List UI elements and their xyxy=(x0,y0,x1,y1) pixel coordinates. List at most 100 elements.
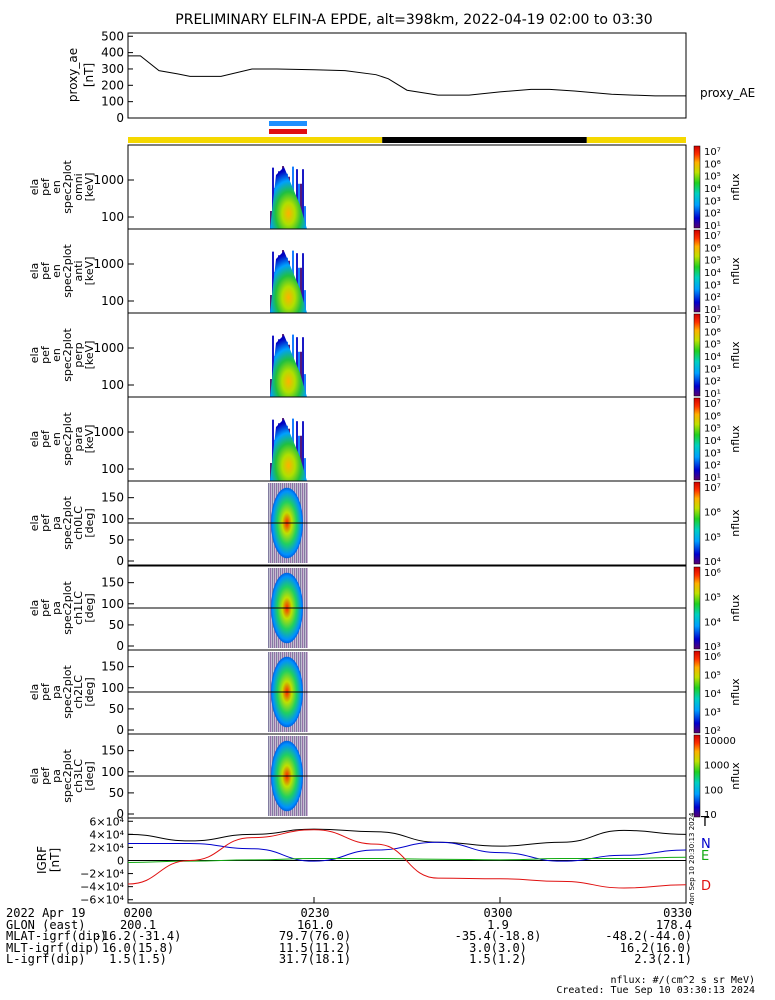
panel-pa_ch0LC: 0 50 100 150 xyxy=(101,480,687,568)
panel-frame xyxy=(127,228,687,314)
colorbar-tick-label: 10¹ xyxy=(704,305,721,316)
y-tick-label: 100 xyxy=(101,512,124,526)
footer-cell: -48.2(-44.0) xyxy=(605,929,692,943)
colorbar-tick-label: 10² xyxy=(704,377,721,388)
footer-cell: 1.5(1.5) xyxy=(109,952,167,966)
ylabel-line: ch0LC xyxy=(72,506,85,540)
colorbar-label: nflux xyxy=(729,509,742,537)
ylabel-line: ch3LC xyxy=(72,759,85,793)
y-tick-label: 0 xyxy=(116,723,124,737)
colorbar-tick-label: 10000 xyxy=(704,736,736,747)
y-tick-label: 0 xyxy=(116,807,124,821)
spectrogram-cell xyxy=(304,458,306,481)
ylabel-line: en xyxy=(50,432,63,446)
y-tick-label: 6×10⁴ xyxy=(89,815,124,828)
y-tick-label: 100 xyxy=(101,95,124,109)
colorbar-tick-label: 10⁷ xyxy=(704,399,721,410)
ylabel-line: ela xyxy=(28,684,41,701)
ylabel-line: spec2plot xyxy=(61,328,74,382)
y-tick-label: 1000 xyxy=(93,341,124,355)
colorbar-gradient xyxy=(693,566,701,650)
colorbar-tick-label: 10³ xyxy=(704,364,721,375)
y-tick-label: 4×10⁴ xyxy=(89,828,124,841)
colorbar-gradient xyxy=(693,650,701,734)
colorbar-label: nflux xyxy=(729,762,742,790)
colorbar-label: nflux xyxy=(729,341,742,369)
colorbar: 10 100 1000 10000 nflux xyxy=(693,734,742,821)
x-axis-ticks xyxy=(127,897,687,903)
figure-canvas: PRELIMINARY ELFIN-A EPDE, alt=398km, 202… xyxy=(28,12,755,905)
footer-cell: 0300 xyxy=(483,906,513,920)
colorbar-tick-label: 10³ xyxy=(704,708,721,719)
ylabel-line: pef xyxy=(39,513,52,532)
spectrogram-blob xyxy=(270,251,307,313)
footer-cell: 79.7(76.0) xyxy=(278,929,352,943)
colorbar-tick-label: 10² xyxy=(704,209,721,220)
colorbar-tick-label: 10³ xyxy=(704,642,721,653)
spectrogram-cell xyxy=(300,267,302,313)
ylabel-line: pa xyxy=(50,516,63,530)
y-tick-label: 100 xyxy=(101,210,124,224)
colorbar-tick-label: 10² xyxy=(704,461,721,472)
spectrogram-cell xyxy=(272,419,274,481)
colorbar-tick-label: 10² xyxy=(704,293,721,304)
y-tick-label: 0 xyxy=(117,855,124,868)
footer-cell: 16.2(16.0) xyxy=(619,940,692,955)
y-tick-label: 1000 xyxy=(93,257,124,271)
spectrogram-cell xyxy=(302,421,304,481)
spectrogram-cell xyxy=(302,169,304,229)
ylabel-line: ch2LC xyxy=(72,675,85,709)
y-tick-label: 50 xyxy=(109,533,124,547)
ylabel-line: pef xyxy=(39,345,52,364)
panel-en_spec_omni: 100 1000 xyxy=(93,144,687,230)
y-tick-label: 150 xyxy=(101,491,124,505)
colorbar-tick-label: 10⁶ xyxy=(704,243,721,254)
spectrogram-cell xyxy=(272,335,274,397)
collection-bar-red xyxy=(269,129,307,134)
panel-en_spec_para: 100 1000 xyxy=(93,396,687,482)
igrf-line-T xyxy=(127,828,687,847)
ylabel-line: spec2plot xyxy=(61,244,74,298)
colorbar-label: nflux xyxy=(729,173,742,201)
spectrogram-cell xyxy=(300,183,302,229)
spectrogram-cell xyxy=(304,290,306,313)
y-tick-label: 500 xyxy=(101,29,124,43)
panel-frame xyxy=(127,144,687,230)
colorbar-tick-label: 10⁷ xyxy=(704,147,721,158)
igrf-line-E xyxy=(127,856,687,863)
colorbar-tick-label: 10⁴ xyxy=(704,689,721,700)
footer-cell: 200.1 xyxy=(119,917,157,932)
y-tick-label: 0 xyxy=(116,111,124,125)
footer-cell: 161.0 xyxy=(296,917,334,932)
igrf-series-label-E: E xyxy=(701,849,709,864)
y-tick-label: 50 xyxy=(109,786,124,800)
spectrogram-cell xyxy=(300,435,302,481)
colorbar-gradient xyxy=(693,313,701,397)
ylabel-line: ela xyxy=(28,431,41,448)
spectrogram-blob xyxy=(270,335,307,397)
y-tick-label: 150 xyxy=(101,576,124,590)
panel-en_spec_perp: 100 1000 xyxy=(93,312,687,398)
ylabel-line: para xyxy=(72,427,85,452)
ylabel-line: spec2plot xyxy=(61,665,74,719)
footer-cell: -35.4(-18.8) xyxy=(454,929,542,943)
colorbar-tick-label: 10⁶ xyxy=(704,327,721,338)
colorbar-tick-label: 10⁵ xyxy=(704,340,721,351)
colorbar-tick-label: 10⁶ xyxy=(704,652,721,663)
colorbar-tick-label: 10² xyxy=(704,726,721,737)
ylabel-line: pef xyxy=(39,598,52,617)
footer-cell: 1.9 xyxy=(487,917,509,932)
igrf-ylabel-unit: [nT] xyxy=(48,848,62,872)
y-tick-label: −6×10⁴ xyxy=(80,894,124,905)
colorbar-tick-label: 10⁷ xyxy=(704,315,721,326)
ylabel-line: pef xyxy=(39,766,52,785)
